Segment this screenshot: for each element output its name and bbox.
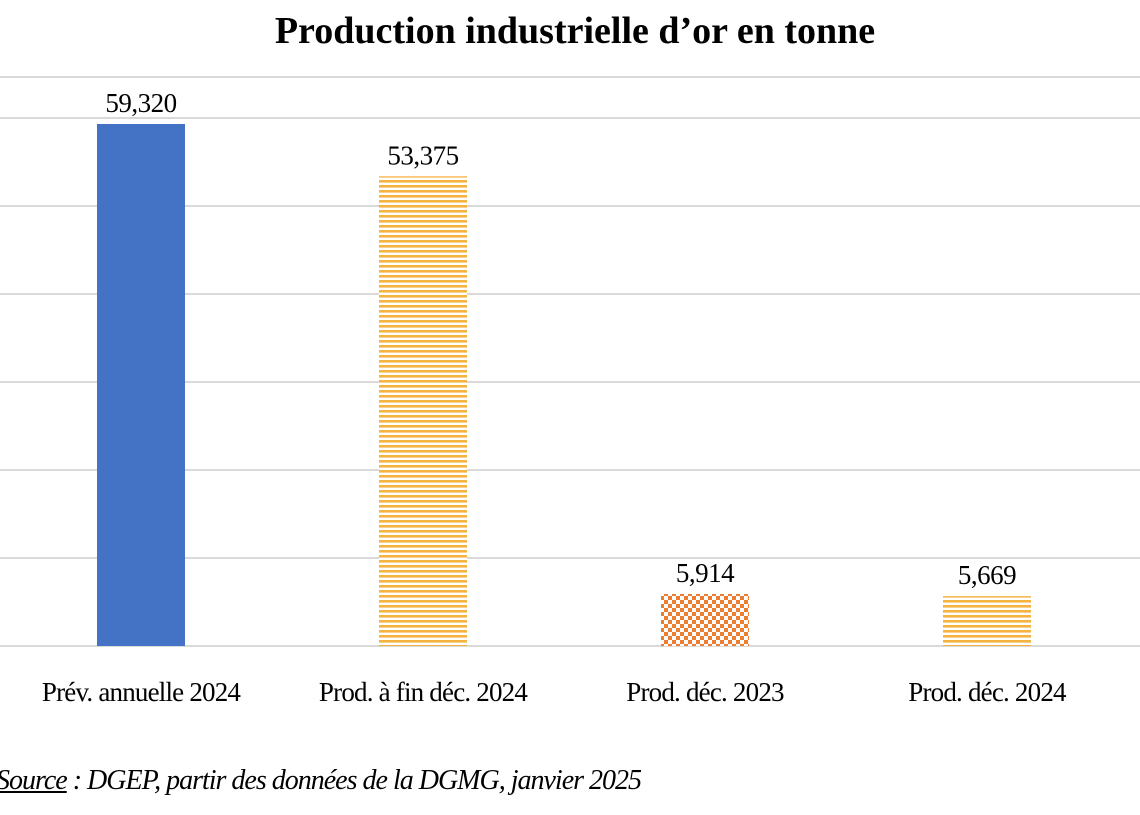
bar [943,596,1031,646]
bars [97,123,1031,647]
x-tick-labels: Prév. annuelle 2024 Prod. à fin déc. 2024… [42,677,1068,707]
gridlines [0,117,1140,647]
data-label: 53,375 [387,140,458,170]
source-note: Source : DGEP, partir des données de la … [0,765,642,797]
x-tick-label: Prod. à fin déc. 2024 [319,677,528,707]
chart-title: Production industrielle d’or en tonne [275,10,875,52]
bar [379,176,467,647]
data-labels: 59,320 53,375 5,914 5,669 [105,88,1016,590]
data-label: 59,320 [105,88,176,118]
source-label: Source [0,765,68,796]
bar [661,593,749,646]
x-tick-label: Prod. déc. 2023 [626,677,784,707]
x-tick-label: Prév. annuelle 2024 [42,677,242,707]
x-tick-label: Prod. déc. 2024 [908,677,1067,707]
data-label: 5,914 [676,558,735,588]
bar [97,123,185,646]
data-label: 5,669 [958,560,1016,590]
source-text: : DGEP, partir des données de la DGMG, j… [66,765,642,796]
